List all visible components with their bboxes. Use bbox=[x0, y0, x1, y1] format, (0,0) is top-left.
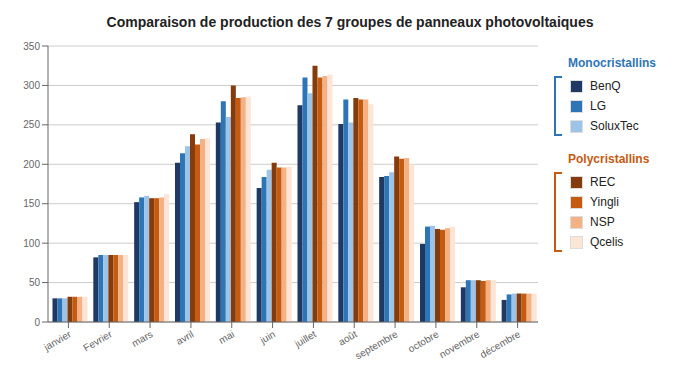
svg-text:mars: mars bbox=[130, 328, 155, 349]
html-text:SoluxTec: SoluxTec bbox=[590, 119, 639, 133]
html-text:Qcelis: Qcelis bbox=[590, 235, 624, 249]
svg-text:300: 300 bbox=[23, 80, 40, 91]
html-text:REC: REC bbox=[590, 175, 616, 189]
svg-text:août: août bbox=[336, 328, 359, 347]
html-text:NSP: NSP bbox=[590, 215, 615, 229]
svg-text:350: 350 bbox=[23, 41, 40, 52]
svg-text:150: 150 bbox=[23, 198, 40, 209]
svg-text:200: 200 bbox=[23, 159, 40, 170]
svg-text:novembre: novembre bbox=[437, 328, 481, 360]
svg-text:avril: avril bbox=[174, 328, 195, 347]
html-text:BenQ: BenQ bbox=[590, 79, 621, 93]
html-text:Yingli: Yingli bbox=[590, 195, 619, 209]
svg-text:100: 100 bbox=[23, 238, 40, 249]
svg-text:250: 250 bbox=[23, 119, 40, 130]
html-text:Polycristallins: Polycristallins bbox=[568, 152, 650, 166]
svg-text:janvier: janvier bbox=[41, 328, 73, 353]
svg-text:0: 0 bbox=[34, 317, 40, 328]
html-text:Monocristallins: Monocristallins bbox=[568, 56, 656, 70]
svg-text:mai: mai bbox=[217, 328, 236, 346]
svg-text:octobre: octobre bbox=[406, 328, 441, 354]
svg-text:juillet: juillet bbox=[292, 328, 318, 350]
svg-text:décembre: décembre bbox=[478, 328, 522, 360]
svg-text:50: 50 bbox=[29, 277, 41, 288]
svg-text:septembre: septembre bbox=[353, 328, 400, 361]
html-text:Comparaison de production des: Comparaison de production des 7 groupes … bbox=[106, 14, 594, 30]
svg-text:juin: juin bbox=[257, 328, 277, 346]
html-text:LG: LG bbox=[590, 99, 606, 113]
svg-text:Fevrier: Fevrier bbox=[81, 328, 114, 353]
